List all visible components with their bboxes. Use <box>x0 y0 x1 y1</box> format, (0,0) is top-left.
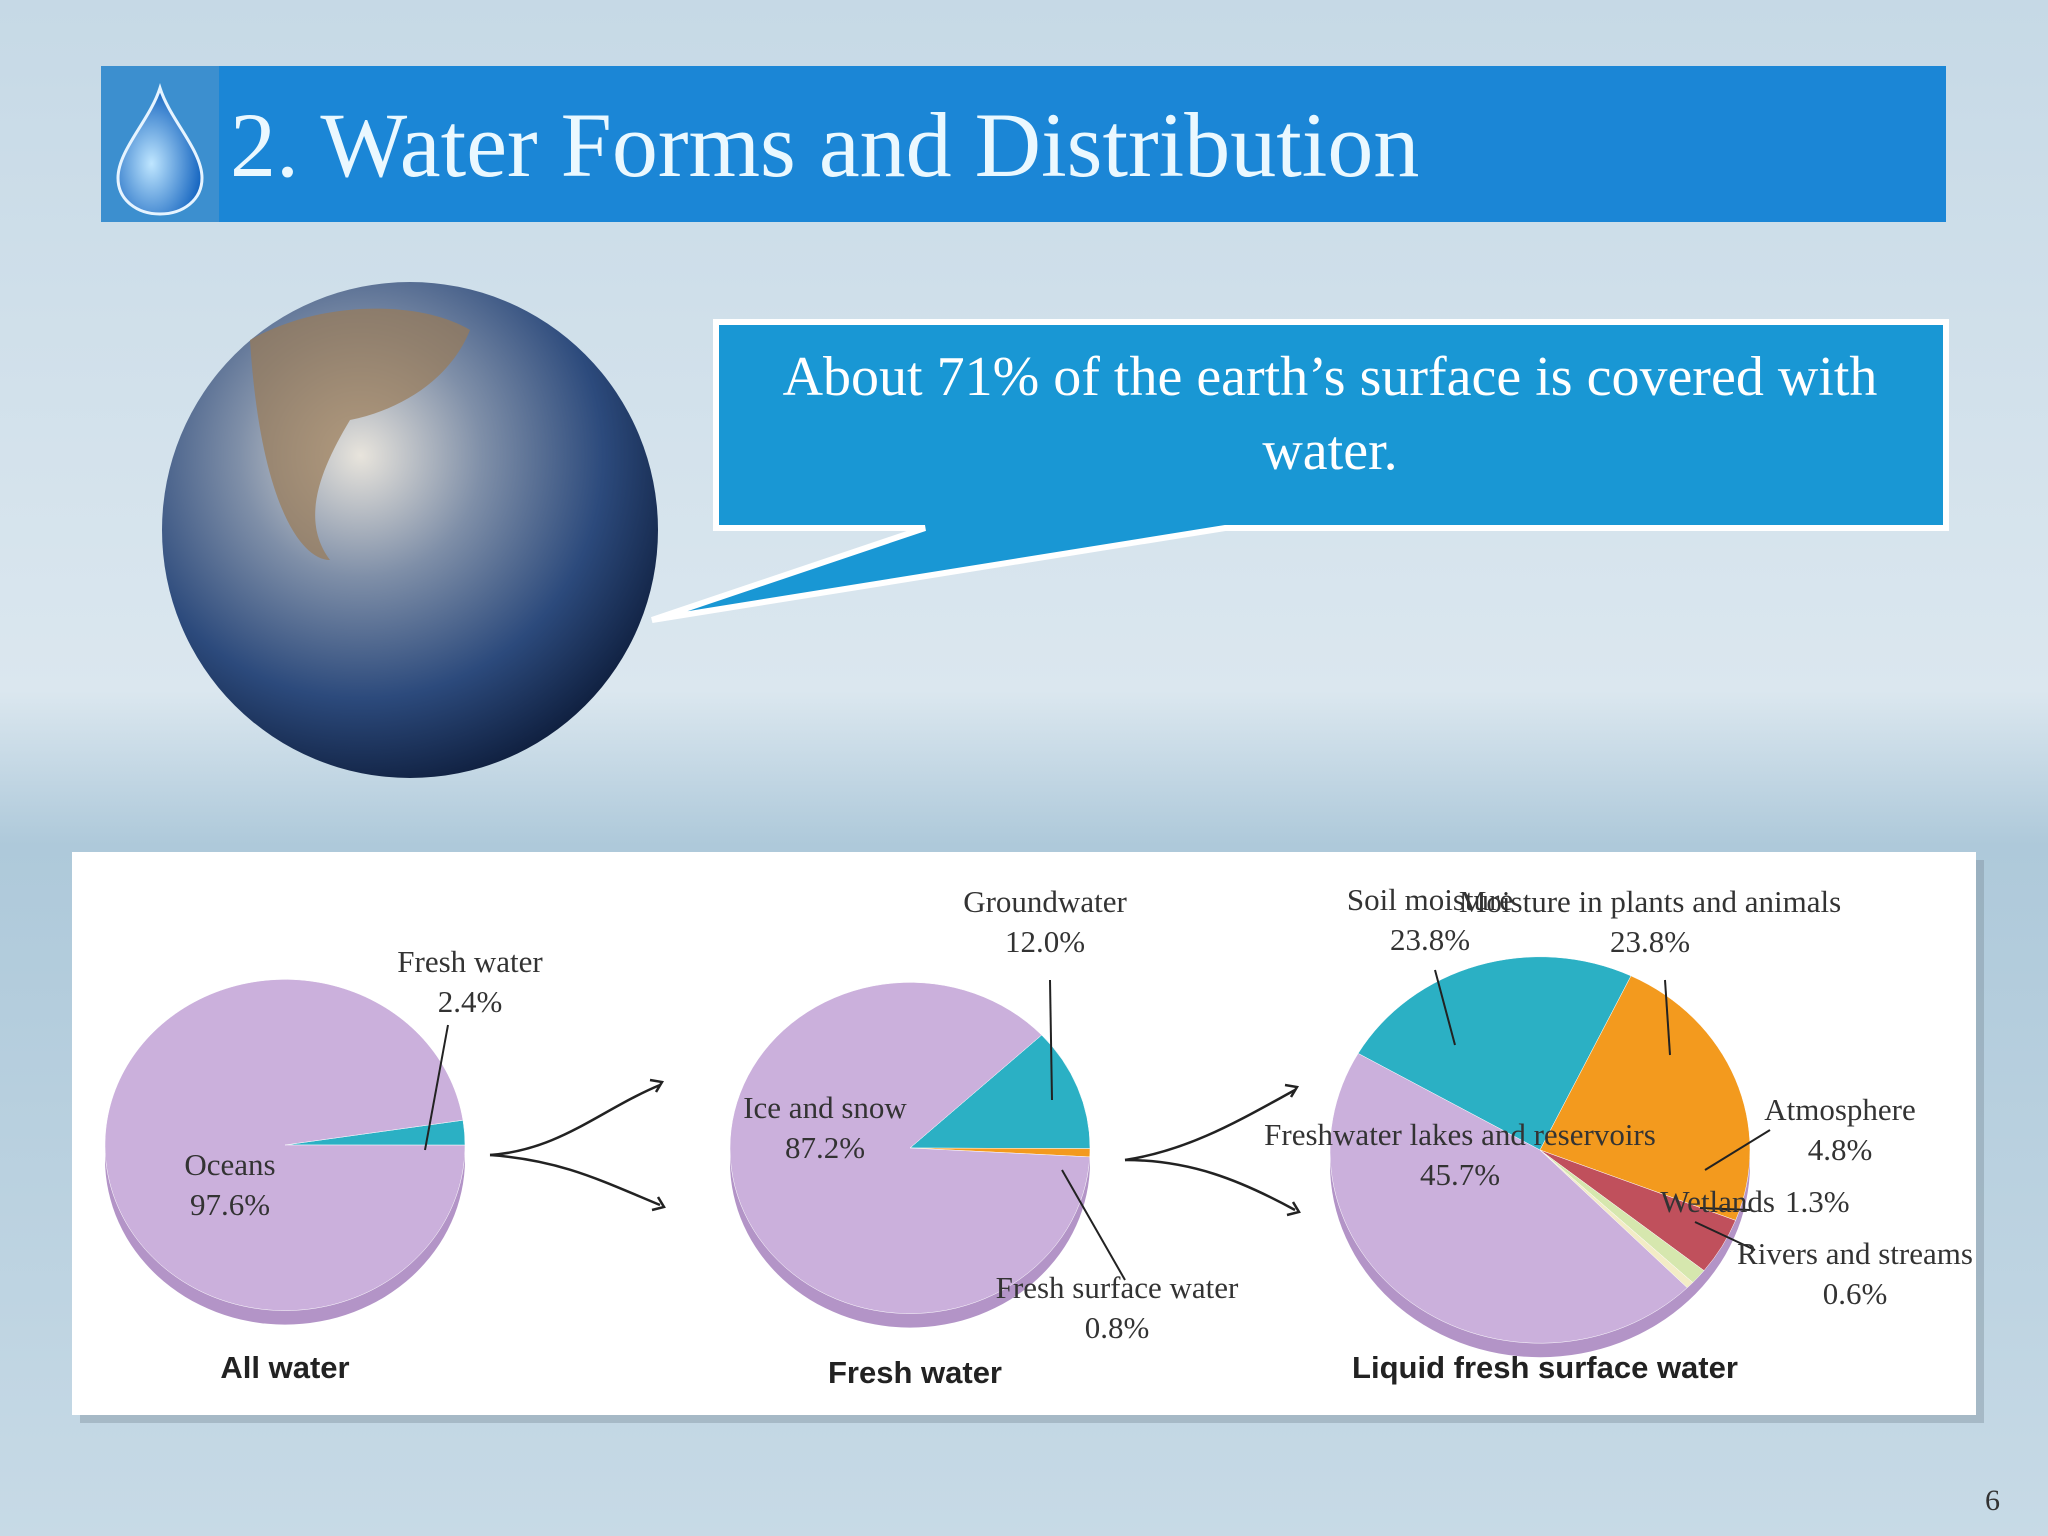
slice-category: Ice and snow <box>743 1090 907 1125</box>
leader-line <box>1049 979 1053 1101</box>
slice-value: 23.8% <box>1610 924 1690 959</box>
leader-line <box>424 1024 449 1151</box>
slice-value: 97.6% <box>190 1187 270 1222</box>
header-bar <box>101 66 1946 222</box>
pie-slice <box>909 1034 1091 1149</box>
leader-line <box>1694 1221 1756 1251</box>
earth-land <box>250 308 470 560</box>
pie-slice <box>104 979 466 1311</box>
leader-line <box>1704 1129 1771 1171</box>
page-number: 6 <box>1985 1484 2000 1517</box>
slice-value: 45.7% <box>1420 1157 1500 1192</box>
callout-text: About 71% of the earth’s surface is cove… <box>782 346 1878 482</box>
slide-title: 2. Water Forms and Distribution <box>230 94 1419 196</box>
slice-value: 0.6% <box>1823 1276 1888 1311</box>
slice-value: 1.3% <box>1785 1184 1850 1219</box>
slice-category: Atmosphere <box>1764 1092 1916 1127</box>
pie-slice <box>729 982 1091 1314</box>
slice-value: 2.4% <box>438 984 503 1019</box>
slice-value: 4.8% <box>1808 1132 1873 1167</box>
slice-value: 23.8% <box>1390 922 1470 957</box>
slice-category: Rivers and streams <box>1737 1236 1973 1271</box>
slice-category: Fresh water <box>397 944 543 979</box>
slice-category: Moisture in plants and animals <box>1459 884 1841 919</box>
slice-category: Wetlands <box>1660 1184 1775 1219</box>
drop-icon <box>116 82 204 216</box>
pie-slice <box>1329 1053 1688 1344</box>
chart-title: All water <box>220 1350 349 1385</box>
slice-category: Groundwater <box>963 884 1127 919</box>
chart-title: Liquid fresh surface water <box>1352 1350 1738 1385</box>
pie-slice <box>1357 956 1632 1151</box>
slice-category: Soil moisture <box>1347 882 1513 917</box>
leader-line <box>1061 1169 1126 1281</box>
leader-line <box>1699 1207 1751 1211</box>
slice-category: Oceans <box>184 1147 275 1182</box>
leader-line <box>1664 979 1671 1056</box>
slice-category: Fresh surface water <box>996 1270 1239 1305</box>
chart-title: Fresh water <box>828 1355 1002 1390</box>
callout-box: About 71% of the earth’s surface is cove… <box>782 346 1878 482</box>
slice-category: Freshwater lakes and reservoirs <box>1264 1117 1656 1152</box>
callout <box>651 319 1949 623</box>
slice-label: Wetlands 1.3% <box>1660 1184 1849 1219</box>
slice-value: 12.0% <box>1005 924 1085 959</box>
pie-slice <box>1539 975 1751 1221</box>
slice-value: 0.8% <box>1085 1310 1150 1345</box>
leader-line <box>1434 969 1456 1046</box>
slice-value: 87.2% <box>785 1130 865 1165</box>
arrows <box>489 1078 1301 1217</box>
